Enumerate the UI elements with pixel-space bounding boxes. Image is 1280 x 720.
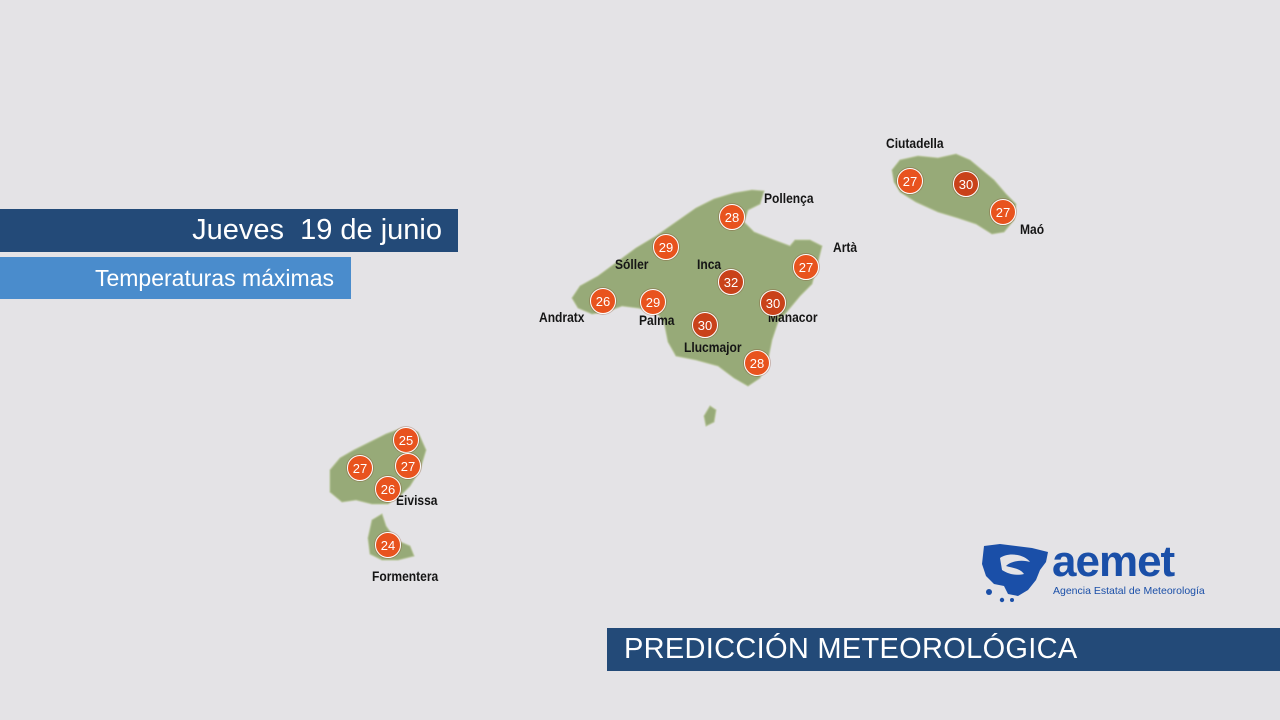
footer-title: PREDICCIÓN METEOROLÓGICA bbox=[624, 633, 1078, 665]
temp-marker: 27 bbox=[793, 254, 819, 280]
temp-marker: 27 bbox=[347, 455, 373, 481]
place-label-ciutadella: Ciutadella bbox=[886, 135, 944, 151]
subtitle-banner: Temperaturas máximas bbox=[0, 257, 351, 299]
temp-marker: 27 bbox=[897, 168, 923, 194]
forecast-variable: Temperaturas máximas bbox=[94, 264, 334, 291]
temp-marker: 24 bbox=[375, 532, 401, 558]
place-label-mao: Maó bbox=[1020, 221, 1045, 237]
cabrera-island bbox=[703, 405, 717, 427]
temp-marker: 30 bbox=[692, 312, 718, 338]
temp-marker: 27 bbox=[990, 199, 1016, 225]
place-label-formentera: Formentera bbox=[372, 568, 439, 584]
forecast-date: Jueves 19 de junio bbox=[192, 214, 442, 246]
place-label-soller: Sóller bbox=[615, 256, 649, 272]
temp-marker: 28 bbox=[719, 204, 745, 230]
temp-marker: 30 bbox=[953, 171, 979, 197]
place-label-llucmajor: Llucmajor bbox=[684, 339, 742, 355]
aemet-emblem-icon bbox=[982, 544, 1048, 603]
footer-banner: PREDICCIÓN METEOROLÓGICA bbox=[607, 628, 1280, 671]
temp-marker: 29 bbox=[640, 289, 666, 315]
place-label-eivissa: Eivissa bbox=[396, 492, 438, 508]
place-label-pollenca: Pollença bbox=[764, 190, 814, 206]
date-banner: Jueves 19 de junio bbox=[0, 209, 458, 252]
temp-marker: 26 bbox=[590, 288, 616, 314]
temp-marker: 27 bbox=[395, 453, 421, 479]
aemet-wordmark: aemet bbox=[1052, 537, 1175, 586]
aemet-tagline: Agencia Estatal de Meteorología bbox=[1053, 585, 1205, 597]
temp-marker: 26 bbox=[375, 476, 401, 502]
place-label-palma: Palma bbox=[639, 312, 675, 328]
mallorca-island bbox=[571, 189, 823, 387]
place-label-arta: Artà bbox=[833, 239, 858, 255]
temp-marker: 28 bbox=[744, 350, 770, 376]
temp-marker: 29 bbox=[653, 234, 679, 260]
place-label-inca: Inca bbox=[697, 256, 722, 272]
temp-marker: 25 bbox=[393, 427, 419, 453]
aemet-logo bbox=[982, 544, 1048, 603]
temp-marker: 32 bbox=[718, 269, 744, 295]
temp-marker: 30 bbox=[760, 290, 786, 316]
place-label-andratx: Andratx bbox=[539, 309, 585, 325]
